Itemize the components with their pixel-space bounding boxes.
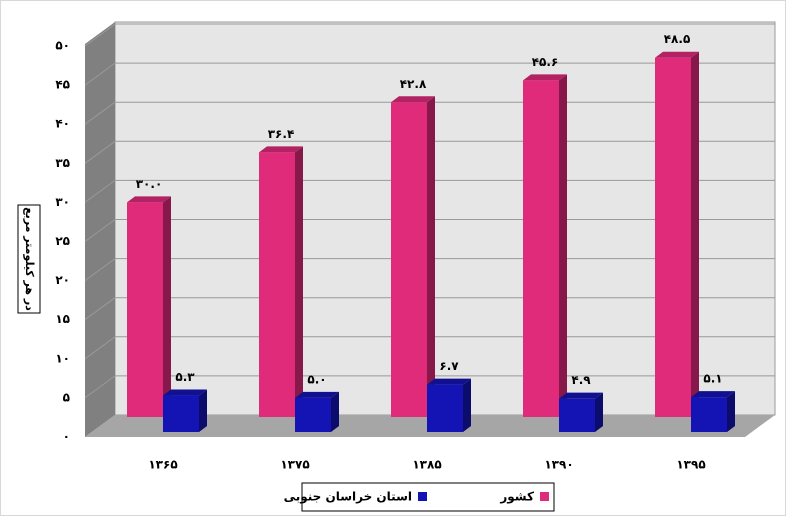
grid-line-side xyxy=(84,258,116,282)
bar-top xyxy=(691,391,735,398)
grid-line-side xyxy=(84,140,116,164)
value-label: ۵.۳ xyxy=(175,370,195,384)
x-tick-label: ۱۳۹۰ xyxy=(544,458,573,472)
grid-line-side xyxy=(84,297,116,321)
y-tick-label: ۳۵ xyxy=(55,156,70,170)
bar xyxy=(163,395,199,432)
bar xyxy=(295,397,331,432)
bar xyxy=(691,397,727,432)
bar-top xyxy=(163,389,207,396)
bar xyxy=(655,57,691,417)
value-label: ۴۵.۶ xyxy=(532,55,559,69)
bar-side xyxy=(463,378,471,432)
y-tick-label: ۱۰ xyxy=(55,351,70,365)
grid-line-side xyxy=(84,375,116,399)
y-tick-label: ۲۰ xyxy=(55,273,70,287)
bar-side xyxy=(595,392,603,432)
bar-side xyxy=(199,389,207,432)
legend-label: استان خراسان جنوبی xyxy=(284,490,412,505)
y-label-box xyxy=(17,204,41,314)
bar xyxy=(427,384,463,432)
bar-top xyxy=(295,391,339,398)
bar-top xyxy=(127,196,171,203)
bar-top xyxy=(259,146,303,153)
value-label: ۵.۱ xyxy=(703,372,722,386)
grid-line-side xyxy=(84,101,116,125)
y-tick-label: ۴۵ xyxy=(55,78,70,92)
bar-top xyxy=(559,392,603,399)
bar-side xyxy=(427,96,435,417)
grid-line-side xyxy=(84,336,116,360)
x-tick-label: ۱۳۸۵ xyxy=(412,458,441,472)
bar-top xyxy=(427,378,471,385)
grid-line-side xyxy=(84,219,116,242)
grid-line-side xyxy=(84,179,116,203)
y-tick-label: ۵۰ xyxy=(55,39,70,53)
value-label: ۳۰.۰ xyxy=(136,177,163,191)
value-label: ۴.۹ xyxy=(571,373,591,387)
legend-label: کشور xyxy=(499,490,534,505)
value-label: ۶.۷ xyxy=(439,359,459,373)
grid-line-side xyxy=(84,62,116,86)
bar xyxy=(127,202,163,417)
bar-side xyxy=(331,391,339,432)
y-tick-label: ۲۵ xyxy=(55,234,70,248)
bar xyxy=(559,398,595,432)
bar xyxy=(391,102,427,417)
bar-side xyxy=(727,391,735,432)
y-axis-label: در هر کیلومتر مربع xyxy=(23,207,36,311)
value-label: ۳۶.۴ xyxy=(268,127,295,141)
y-tick-label: ۴۰ xyxy=(55,117,70,131)
bar-side xyxy=(163,196,171,417)
y-tick-label: ۱۵ xyxy=(55,312,70,326)
bar-side xyxy=(691,51,699,417)
bar-side xyxy=(559,74,567,418)
legend-swatch xyxy=(540,492,549,501)
bar-top xyxy=(391,96,435,103)
bar xyxy=(523,80,559,418)
y-tick-label: ۳۰ xyxy=(55,195,70,209)
bar-top xyxy=(655,51,699,58)
grid-line-side xyxy=(84,23,116,47)
x-tick-label: ۱۳۷۵ xyxy=(280,458,309,472)
bar-side xyxy=(295,146,303,418)
value-label: ۴۲.۸ xyxy=(400,77,427,91)
legend xyxy=(301,482,555,512)
bar xyxy=(259,152,295,418)
y-tick-label: ۵ xyxy=(63,390,70,404)
legend-swatch xyxy=(418,492,427,501)
value-label: ۵.۰ xyxy=(307,372,326,386)
value-label: ۴۸.۵ xyxy=(664,32,691,46)
x-tick-label: ۱۳۶۵ xyxy=(148,458,177,472)
x-tick-label: ۱۳۹۵ xyxy=(676,458,705,472)
side-wall xyxy=(85,22,115,437)
y-tick-label: ۰ xyxy=(63,430,70,444)
bar-top xyxy=(523,74,567,81)
